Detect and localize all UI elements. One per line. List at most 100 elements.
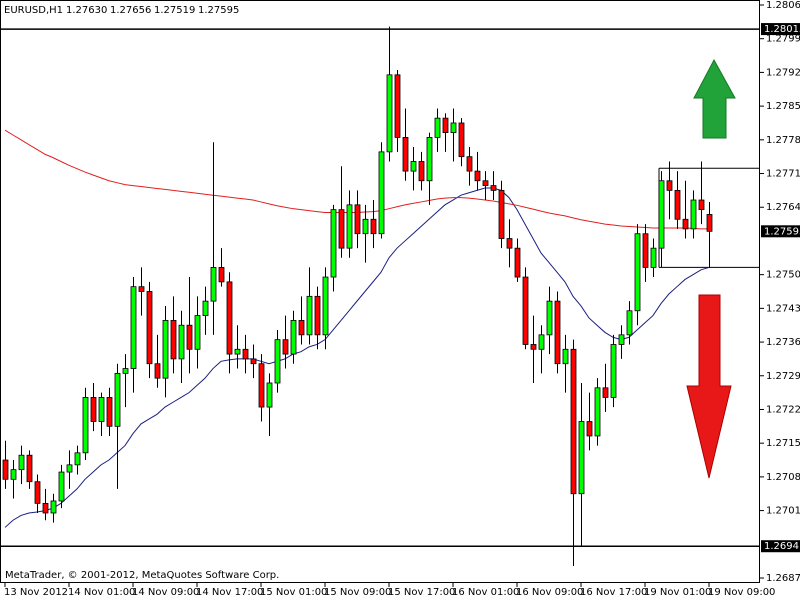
candle-body [466,156,473,172]
candle-body [698,199,705,211]
candle-body [562,348,569,365]
candle-body [498,189,505,239]
candle-body [170,319,177,360]
candle-body [546,300,553,336]
candle-body [362,218,369,235]
candle-body [490,185,497,191]
candle-body [242,348,249,360]
x-tick-label: 13 Nov 2012 [4,587,68,598]
candle-body [618,334,625,345]
quote-open: 1.27630 [66,5,107,16]
candle-body [106,397,113,427]
candle-body [706,214,713,232]
candle-body [74,452,81,466]
candle-body [194,315,201,350]
chart-title: EURUSD,H1 [4,5,63,16]
candle-body [634,233,641,312]
candle-body [306,295,313,336]
candle-body [354,204,361,235]
x-tick-label: 14 Nov 17:00 [196,587,263,598]
candle-body [642,233,649,268]
quote-close: 1.27595 [198,5,239,16]
candle-body [186,324,193,350]
candle-body [322,276,329,336]
y-tick-label: 1.27715 [766,169,800,180]
candle-body [626,310,633,336]
candle-body [90,397,97,422]
candle-body [410,161,417,172]
candle-body [66,464,73,473]
candle-body [10,469,17,480]
candle-body [442,117,449,134]
candle-body [682,218,689,230]
candle-body [586,421,593,437]
hline-label: 1.28015 [764,24,800,35]
x-tick-label: 15 Nov 17:00 [388,587,455,598]
candle-body [202,300,209,316]
candle-body [378,151,385,235]
candle-body [130,286,137,369]
hline-label-box [761,540,800,553]
candle-body [690,199,697,230]
x-tick-label: 19 Nov 09:00 [708,587,775,598]
x-tick-label: 16 Nov 01:00 [452,587,519,598]
candle-body [674,189,681,220]
candle-body [146,291,153,365]
x-tick-label: 16 Nov 09:00 [516,587,583,598]
y-tick-label: 1.27645 [766,202,800,213]
candle-body [50,500,57,514]
hline-label-box [761,23,800,36]
candle-body [210,267,217,302]
y-tick-label: 1.27995 [766,34,800,45]
candle-body [650,247,657,268]
candle-body [426,137,433,182]
plot-frame [0,0,760,583]
candle-body [154,363,161,379]
candle-body [450,122,457,134]
y-tick-label: 1.27855 [766,101,800,112]
candle-body [482,180,489,186]
candle-body [258,363,265,408]
x-tick-label: 19 Nov 01:00 [644,587,711,598]
candle-body [370,218,377,235]
candle-body [162,319,169,379]
candle-body [298,319,305,336]
x-tick-label: 15 Nov 01:00 [260,587,327,598]
candle-body [226,281,233,355]
candle-body [122,368,129,374]
y-tick-label: 1.27925 [766,67,800,78]
candle-body [2,459,9,480]
candle-body [530,344,537,350]
candle-body [138,286,145,292]
candle-body [554,300,561,365]
y-tick-label: 1.27435 [766,303,800,314]
candle-body [42,502,49,514]
candle-body [250,358,257,365]
candle-body [338,209,345,249]
candle-body [666,180,673,191]
y-tick-label: 1.27365 [766,337,800,348]
candle-body [458,122,465,158]
candle-body [314,295,321,336]
candle-body [218,267,225,283]
down-arrow [686,294,732,479]
x-tick-label: 16 Nov 17:00 [580,587,647,598]
moving-average [4,187,710,528]
candle-body [538,334,545,350]
candle-body [610,344,617,398]
candle-body [506,238,513,249]
candle-body [602,387,609,398]
candle-body [234,348,241,355]
candle-body [402,137,409,172]
x-tick-label: 15 Nov 09:00 [324,587,391,598]
candle-body [18,454,25,471]
candle-body [114,372,121,427]
candle-body [274,339,281,384]
y-tick-label: 1.27015 [766,506,800,517]
candle-body [58,471,65,502]
up-arrow [693,58,736,139]
quote-high: 1.27656 [110,5,151,16]
candle-body [578,421,585,495]
